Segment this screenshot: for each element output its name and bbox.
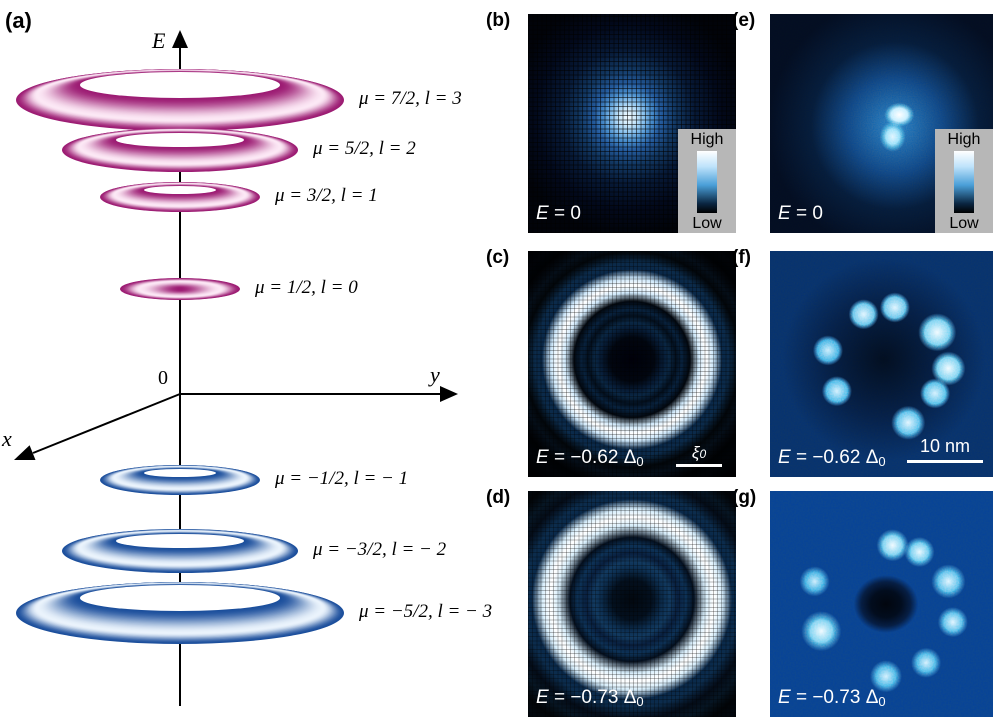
svg-text:E: E — [151, 28, 166, 53]
svg-text:μ = −1/2, l = − 1: μ = −1/2, l = − 1 — [274, 468, 408, 489]
svg-text:y: y — [428, 362, 440, 387]
svg-text:μ = 7/2, l = 3: μ = 7/2, l = 3 — [358, 88, 462, 109]
svg-text:μ = −5/2, l = − 3: μ = −5/2, l = − 3 — [358, 601, 492, 622]
svg-text:μ = 1/2, l = 0: μ = 1/2, l = 0 — [254, 277, 358, 298]
svg-text:μ = −3/2, l = − 2: μ = −3/2, l = − 2 — [312, 539, 447, 560]
svg-text:x: x — [1, 426, 12, 451]
svg-text:μ = 5/2, l = 2: μ = 5/2, l = 2 — [312, 138, 416, 159]
svg-text:μ = 3/2, l = 1: μ = 3/2, l = 1 — [274, 185, 378, 206]
svg-text:(a): (a) — [5, 8, 32, 33]
svg-text:0: 0 — [158, 367, 168, 389]
